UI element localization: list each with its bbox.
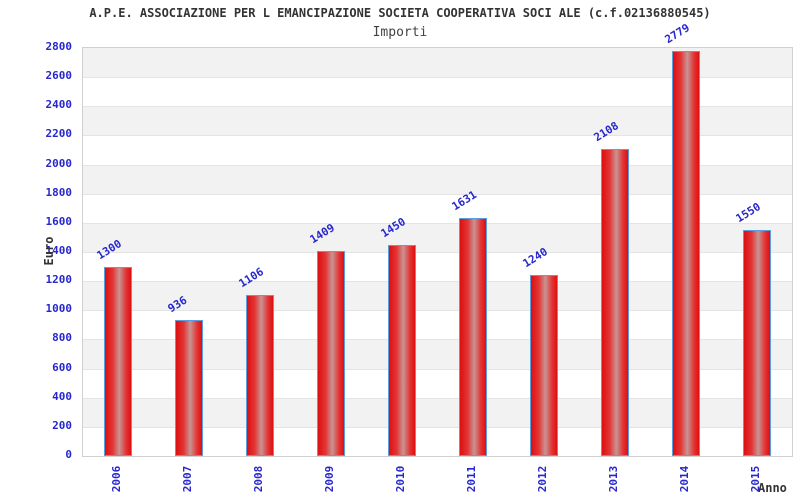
y-axis-tick-label: 2400 — [45, 98, 73, 112]
plot-area: 1300 936 1106 1409 1450 1631 1240 2108 2779 1550 — [82, 21, 793, 457]
y-axis-title: Euro — [42, 236, 56, 266]
y-axis-tick-label: 1000 — [45, 302, 73, 316]
y-axis-tick-label: 1200 — [45, 273, 73, 287]
y-axis-tick-label: 2200 — [45, 127, 73, 141]
y-axis-tick-label: 200 — [52, 418, 72, 432]
y-axis-tick-label: 400 — [52, 389, 72, 403]
y-axis-tick-label: 2000 — [45, 156, 73, 170]
bar-2011 — [458, 218, 487, 456]
x-axis-tick-label: 2012 — [535, 465, 549, 493]
bar-2014 — [671, 51, 700, 456]
bar-2009 — [317, 250, 346, 456]
x-axis-tick-label: 2008 — [252, 465, 266, 493]
bar-2012 — [529, 275, 558, 456]
x-axis-tick-label: 2009 — [323, 465, 337, 493]
bar-2007 — [175, 319, 204, 456]
y-axis-tick-label: 800 — [52, 331, 72, 345]
y-axis-tick-label: 2600 — [45, 69, 73, 83]
x-axis-tick-label: 2014 — [677, 465, 691, 493]
y-axis-tick-label: 1800 — [45, 185, 73, 199]
x-axis-tick-label: 2007 — [181, 465, 195, 493]
bar-2015 — [742, 230, 771, 456]
bar-2013 — [600, 148, 629, 456]
bar-2006 — [104, 266, 133, 456]
bar-2008 — [246, 294, 275, 456]
chart-title: A.P.E. ASSOCIAZIONE PER L EMANCIPAZIONE … — [89, 6, 711, 20]
bar-2010 — [388, 244, 417, 456]
y-axis-tick-label: 1600 — [45, 214, 73, 228]
y-axis-tick-label: 1400 — [45, 244, 73, 257]
x-axis-tick-label: 2010 — [394, 465, 408, 493]
y-axis-tick-label: 2800 — [45, 40, 73, 53]
x-axis-tick-label: 2006 — [110, 465, 124, 493]
x-axis-title: Anno — [758, 481, 787, 495]
x-axis-tick-label: 2013 — [606, 465, 620, 493]
y-axis-tick-label: 0 — [65, 448, 72, 461]
chart-subtitle: Importi — [372, 25, 428, 40]
x-axis-tick-label: 2011 — [464, 465, 478, 493]
y-axis-tick-label: 600 — [52, 360, 72, 374]
